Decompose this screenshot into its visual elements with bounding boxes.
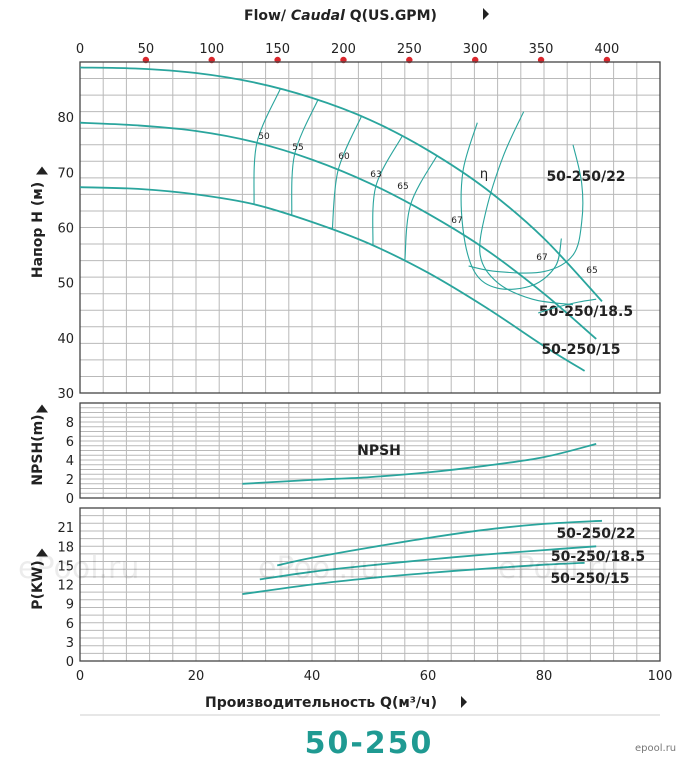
- power-curve-label: 50-250/18.5: [551, 549, 645, 565]
- bottom-axis-arrow-icon: [461, 696, 467, 708]
- bottom-axis-tick-label: 20: [188, 669, 205, 684]
- efficiency-contour-label: 67: [451, 216, 462, 226]
- efficiency-symbol: η: [480, 167, 488, 182]
- top-axis-tick-label: 150: [265, 42, 290, 57]
- head-curve-label: 50-250/22: [546, 169, 625, 185]
- y-tick-label: 60: [57, 222, 74, 237]
- top-axis-arrow-icon: [483, 8, 489, 20]
- top-axis-title-suffix: Q(US.GPM): [345, 8, 437, 24]
- power-curve-0: [277, 519, 603, 567]
- efficiency-contour: [404, 155, 438, 262]
- top-axis: 0 50 100 150 200 250 300 350 400: [76, 42, 620, 64]
- efficiency-contour: [538, 298, 597, 314]
- efficiency-contour-label: 65: [586, 266, 597, 276]
- y-tick-label: 4: [66, 454, 74, 469]
- y-tick-label: 15: [57, 559, 74, 574]
- panel-frame: [79, 61, 661, 394]
- top-axis-tick-label: 0: [76, 42, 84, 57]
- efficiency-contour: [479, 111, 574, 306]
- y-tick-label: 0: [66, 655, 74, 670]
- panel-frame: [79, 402, 661, 499]
- watermark-text: ePool.ru: [258, 551, 379, 586]
- efficiency-contour-label: 55: [292, 143, 303, 153]
- bottom-axis-tick-label: 100: [648, 669, 673, 684]
- y-tick-label: 6: [66, 617, 74, 632]
- y-tick-label: 2: [66, 473, 74, 488]
- power-curve-2: [242, 561, 585, 595]
- bottom-axis-tick-label: 0: [76, 669, 84, 684]
- top-axis-tick-label: 300: [463, 42, 488, 57]
- y-tick-label: 6: [66, 435, 74, 450]
- y-tick-label: 3: [66, 636, 74, 651]
- y-tick-label: 80: [57, 111, 74, 126]
- top-axis-title: Flow/ Caudal Q(US.GPM): [244, 8, 437, 24]
- efficiency-contour-label: 65: [397, 182, 408, 192]
- efficiency-contour: [460, 122, 562, 290]
- efficiency-contour-label: 50: [258, 132, 270, 142]
- power-curve-label: 50-250/15: [550, 571, 629, 587]
- watermark-layer: ePool.ru ePool.ru ePool.ru: [18, 551, 619, 586]
- y-tick-label: 18: [57, 540, 74, 555]
- efficiency-contour-label: 67: [536, 253, 547, 263]
- power-curve-1: [259, 545, 597, 581]
- top-axis-title-prefix: Flow/: [244, 8, 291, 24]
- top-axis-tick-label: 400: [595, 42, 620, 57]
- watermark-text: ePool.ru: [18, 551, 139, 586]
- efficiency-contour: [468, 144, 584, 274]
- y-tick-label: 30: [57, 387, 74, 402]
- efficiency-contour: [253, 89, 281, 205]
- efficiency-contour: [331, 116, 362, 230]
- npsh-curve-label: NPSH: [357, 443, 401, 459]
- bottom-axis: 0 20 40 60 80 100: [76, 669, 673, 684]
- power-panel: 0 3 6 9 12 15 18 21 P(KW) 50-250/22 50-250/18.5 50-…: [30, 507, 661, 670]
- y-tick-label: 50: [57, 277, 74, 292]
- y-tick-label: 70: [57, 166, 74, 181]
- efficiency-contour: [372, 136, 403, 246]
- head-panel: 30 40 50 60 70 80 Напор H (м) 50-250/22 50-250/1…: [30, 61, 661, 402]
- npsh-panel: 0 2 4 6 8 NPSH(m) NPSH: [30, 402, 661, 507]
- watermark-text: ePool.ru: [498, 551, 619, 586]
- y-axis-title: NPSH(m): [30, 414, 46, 485]
- bottom-axis-tick-label: 40: [304, 669, 321, 684]
- head-curve-label: 50-250/15: [541, 342, 620, 358]
- y-tick-label: 40: [57, 332, 74, 347]
- bottom-axis-tick-label: 60: [420, 669, 437, 684]
- efficiency-contour-label: 60: [338, 152, 350, 162]
- top-axis-title-italic: Caudal: [291, 8, 345, 24]
- top-axis-tick-label: 100: [199, 42, 224, 57]
- model-title: 50-250: [305, 726, 434, 761]
- y-axis-title: Напор H (м): [30, 182, 46, 278]
- top-axis-tick-label: 200: [331, 42, 356, 57]
- y-tick-label: 8: [66, 416, 74, 431]
- y-axis-arrow-icon: [36, 166, 48, 175]
- head-curve-0: [79, 66, 603, 303]
- panel-frame: [79, 507, 661, 662]
- head-curve-2: [79, 186, 586, 372]
- y-tick-label: 21: [57, 521, 74, 536]
- y-tick-label: 9: [66, 598, 74, 613]
- power-curve-label: 50-250/22: [556, 526, 635, 542]
- y-axis-arrow-icon: [36, 404, 48, 413]
- efficiency-contour: [291, 99, 319, 216]
- npsh-curve: [242, 443, 597, 485]
- y-tick-label: 0: [66, 492, 74, 507]
- site-logo: epool.ru: [635, 743, 676, 754]
- head-curve-label: 50-250/18.5: [539, 304, 633, 320]
- top-axis-tick-label: 250: [397, 42, 422, 57]
- bottom-axis-title: Производительность Q(м³/ч): [205, 695, 437, 711]
- y-tick-label: 12: [57, 579, 74, 594]
- bottom-axis-tick-label: 80: [536, 669, 553, 684]
- y-axis-title: P(KW): [30, 560, 46, 609]
- y-axis-arrow-icon: [36, 548, 48, 557]
- top-axis-tick-label: 50: [138, 42, 155, 57]
- efficiency-contour-label: 63: [370, 170, 381, 180]
- top-axis-tick-label: 350: [529, 42, 554, 57]
- head-curve-1: [79, 121, 597, 340]
